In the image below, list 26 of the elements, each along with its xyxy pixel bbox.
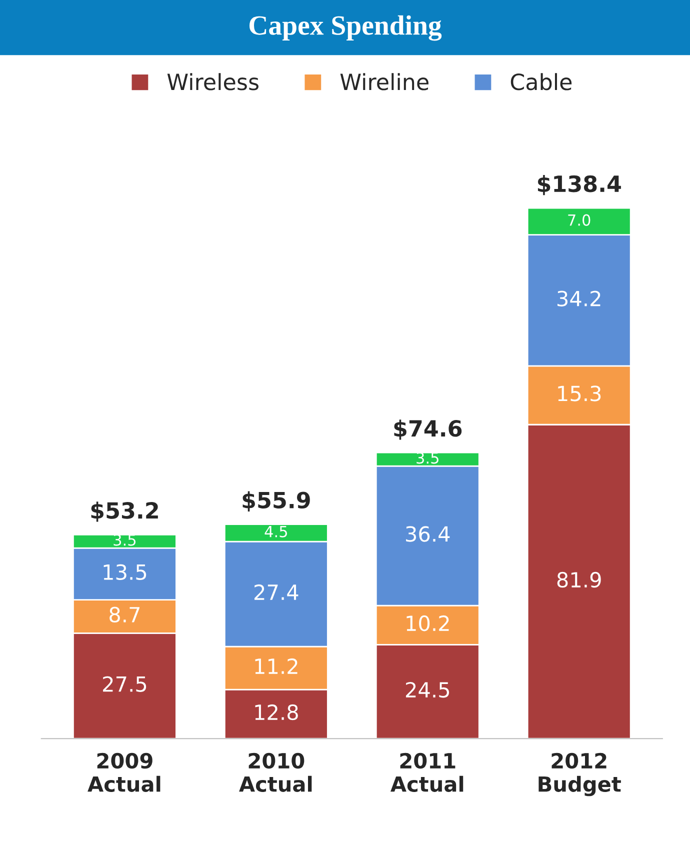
legend-label: Wireless — [167, 73, 258, 90]
data-label: 81.9 — [557, 572, 601, 588]
x-tick-label: 2011 Actual — [390, 752, 464, 792]
data-label: 27.4 — [254, 584, 298, 600]
x-tick-label: 2012 Budget — [538, 752, 621, 796]
data-label: 8.7 — [110, 606, 140, 623]
data-label: 12.8 — [255, 704, 298, 720]
total-label: $55.9 — [242, 491, 310, 512]
data-label: 34.2 — [557, 290, 600, 306]
data-label: 15.3 — [558, 386, 601, 402]
total-label: $53.2 — [91, 502, 158, 522]
data-label: 7.0 — [568, 214, 590, 226]
data-label: 24.5 — [406, 682, 450, 698]
chart-title: Capex Spending — [249, 15, 442, 41]
data-label: 11.2 — [255, 658, 298, 674]
x-tick-label: 2010 Actual — [239, 752, 312, 792]
data-label: 13.5 — [104, 564, 146, 580]
legend-label: Cable — [510, 73, 572, 90]
data-label: 27.5 — [103, 676, 146, 692]
total-label: $74.6 — [394, 420, 462, 440]
data-label: 4.5 — [264, 526, 287, 538]
total-label: $138.4 — [538, 174, 621, 196]
legend-label: Wireline — [340, 73, 428, 90]
data-label: 36.4 — [406, 526, 450, 542]
x-tick-label: 2009 Actual — [88, 752, 160, 792]
data-label: 10.2 — [406, 615, 449, 632]
